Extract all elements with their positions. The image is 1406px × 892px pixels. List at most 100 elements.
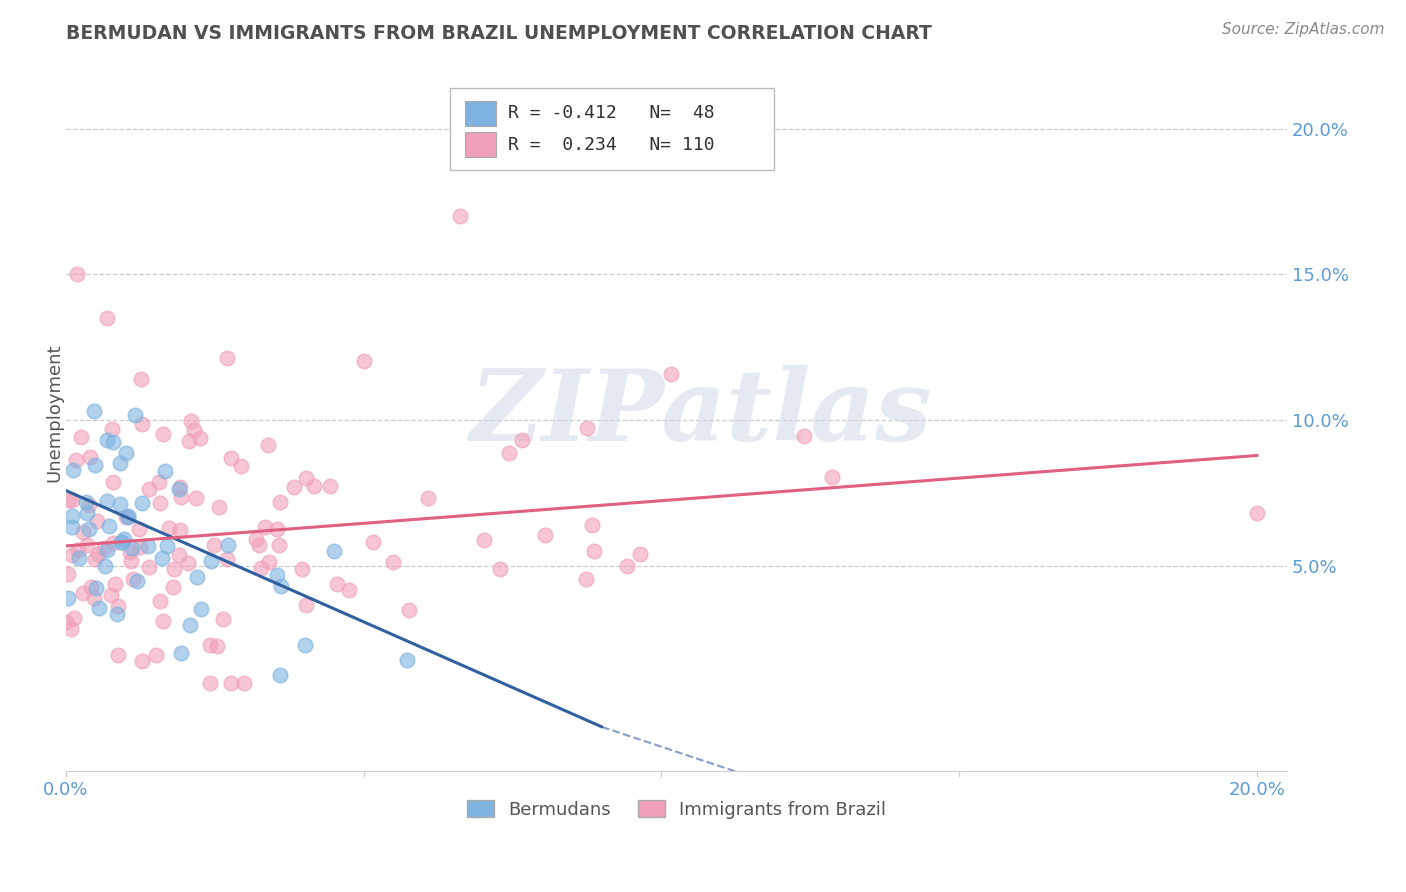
- Point: [212, 612, 235, 626]
- Point: [200, 554, 222, 568]
- Point: [96, 311, 118, 326]
- Point: [70, 430, 93, 444]
- Text: R = -0.412   N=  48: R = -0.412 N= 48: [508, 104, 714, 122]
- Point: [79, 498, 101, 512]
- Point: [257, 555, 280, 569]
- Point: [76, 506, 98, 520]
- Point: [89, 600, 111, 615]
- Point: [72, 525, 94, 540]
- Point: [219, 451, 242, 466]
- Point: [131, 654, 153, 668]
- Point: [295, 599, 318, 613]
- Point: [112, 532, 135, 546]
- Point: [108, 497, 131, 511]
- Point: [202, 538, 225, 552]
- Point: [339, 583, 361, 598]
- Point: [114, 510, 136, 524]
- Point: [576, 420, 599, 434]
- Point: [79, 580, 101, 594]
- Text: BERMUDAN VS IMMIGRANTS FROM BRAZIL UNEMPLOYMENT CORRELATION CHART: BERMUDAN VS IMMIGRANTS FROM BRAZIL UNEMP…: [66, 24, 932, 43]
- Point: [257, 438, 280, 452]
- Point: [96, 542, 118, 557]
- Point: [101, 422, 124, 436]
- Point: [318, 479, 340, 493]
- Point: [208, 500, 231, 514]
- Point: [138, 482, 160, 496]
- Point: [60, 493, 83, 508]
- Point: [170, 490, 193, 504]
- Point: [295, 471, 318, 485]
- Point: [108, 456, 131, 470]
- Point: [382, 555, 405, 569]
- Point: [66, 542, 89, 557]
- Point: [267, 538, 290, 552]
- Point: [180, 414, 202, 428]
- Point: [474, 533, 496, 547]
- Point: [104, 577, 127, 591]
- Point: [84, 552, 107, 566]
- Point: [247, 538, 270, 552]
- Point: [120, 554, 142, 568]
- Point: [250, 561, 273, 575]
- Point: [266, 568, 288, 582]
- Point: [93, 541, 115, 555]
- Point: [149, 496, 172, 510]
- Point: [353, 354, 375, 368]
- Point: [58, 492, 80, 507]
- Point: [96, 433, 118, 447]
- Point: [145, 648, 167, 662]
- Point: [67, 551, 90, 566]
- Text: Source: ZipAtlas.com: Source: ZipAtlas.com: [1222, 22, 1385, 37]
- Point: [322, 544, 344, 558]
- Point: [93, 558, 115, 573]
- Point: [294, 638, 316, 652]
- Point: [283, 480, 305, 494]
- Point: [122, 572, 145, 586]
- Point: [162, 580, 184, 594]
- Point: [416, 491, 439, 505]
- Point: [186, 570, 208, 584]
- Point: [83, 404, 105, 418]
- Point: [510, 434, 533, 448]
- Point: [157, 521, 180, 535]
- Point: [76, 538, 98, 552]
- Point: [65, 452, 87, 467]
- Point: [96, 493, 118, 508]
- Point: [270, 579, 292, 593]
- Point: [219, 676, 242, 690]
- Legend: Bermudans, Immigrants from Brazil: Bermudans, Immigrants from Brazil: [460, 793, 893, 826]
- Point: [152, 426, 174, 441]
- Point: [79, 450, 101, 464]
- Point: [131, 496, 153, 510]
- Y-axis label: Unemployment: Unemployment: [46, 344, 63, 483]
- Point: [659, 367, 682, 381]
- Point: [72, 586, 94, 600]
- Point: [575, 572, 598, 586]
- Point: [188, 431, 211, 445]
- Text: R =  0.234   N= 110: R = 0.234 N= 110: [508, 136, 714, 153]
- Point: [60, 508, 83, 523]
- Point: [1246, 506, 1268, 520]
- Point: [205, 639, 228, 653]
- Point: [169, 481, 191, 495]
- Point: [86, 514, 108, 528]
- Point: [489, 562, 512, 576]
- Point: [253, 520, 276, 534]
- Point: [269, 495, 291, 509]
- Point: [83, 591, 105, 606]
- Point: [77, 522, 100, 536]
- Point: [302, 479, 325, 493]
- Point: [118, 544, 141, 558]
- Point: [60, 549, 83, 563]
- Point: [156, 539, 179, 553]
- Point: [153, 464, 176, 478]
- Point: [177, 434, 200, 448]
- Point: [55, 615, 77, 630]
- Point: [186, 491, 208, 505]
- Point: [103, 434, 125, 449]
- Point: [124, 409, 146, 423]
- Text: ZIPatlas: ZIPatlas: [470, 365, 932, 461]
- Point: [183, 423, 205, 437]
- Point: [149, 594, 172, 608]
- Point: [58, 567, 80, 582]
